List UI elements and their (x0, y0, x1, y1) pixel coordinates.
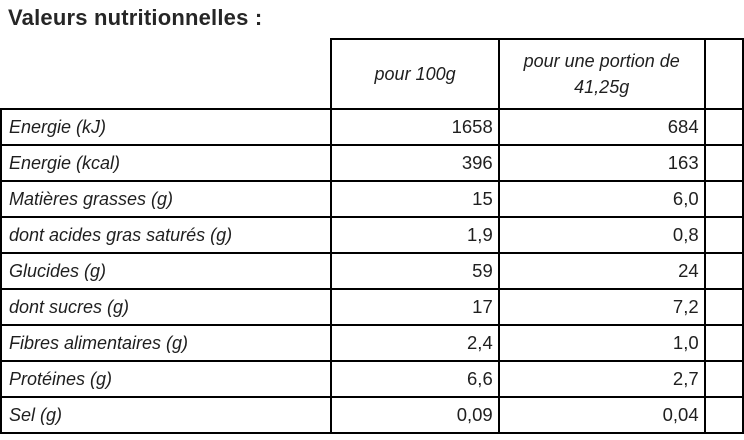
table-row-energie-kj: Energie (kJ) 1658 684 (0, 108, 744, 146)
row-label: Energie (kJ) (0, 108, 333, 146)
value-per-100g: 6,6 (330, 360, 500, 398)
column-header-per-portion: pour une portion de 41,25g (497, 38, 706, 110)
value-per-100g: 396 (330, 144, 500, 182)
row-label: Glucides (g) (0, 252, 333, 290)
nutrition-table: pour 100g pour une portion de 41,25g Ene… (0, 38, 744, 434)
value-per-100g: 0,09 (330, 396, 500, 434)
table-row-fibres: Fibres alimentaires (g) 2,4 1,0 (0, 324, 744, 362)
cutoff-cell (703, 216, 744, 254)
value-per-100g: 2,4 (330, 324, 500, 362)
row-label: Sel (g) (0, 396, 333, 434)
row-label: Matières grasses (g) (0, 180, 333, 218)
value-per-portion: 6,0 (497, 180, 706, 218)
cutoff-cell (703, 108, 744, 146)
value-per-portion: 24 (497, 252, 706, 290)
table-row-matieres-grasses: Matières grasses (g) 15 6,0 (0, 180, 744, 218)
row-label: Energie (kcal) (0, 144, 333, 182)
row-label: dont sucres (g) (0, 288, 333, 326)
value-per-portion: 0,8 (497, 216, 706, 254)
table-row-sucres: dont sucres (g) 17 7,2 (0, 288, 744, 326)
table-row-glucides: Glucides (g) 59 24 (0, 252, 744, 290)
value-per-100g: 15 (330, 180, 500, 218)
value-per-portion: 163 (497, 144, 706, 182)
corner-empty-cell (1, 39, 332, 109)
value-per-portion: 2,7 (497, 360, 706, 398)
cutoff-cell (703, 252, 744, 290)
table-header-row: pour 100g pour une portion de 41,25g (1, 38, 744, 110)
value-per-100g: 59 (330, 252, 500, 290)
table-row-sel: Sel (g) 0,09 0,04 (0, 396, 744, 434)
row-label: dont acides gras saturés (g) (0, 216, 333, 254)
cutoff-cell (703, 288, 744, 326)
table-row-proteines: Protéines (g) 6,6 2,7 (0, 360, 744, 398)
table-row-energie-kcal: Energie (kcal) 396 163 (0, 144, 744, 182)
cutoff-cell (703, 324, 744, 362)
value-per-portion: 684 (497, 108, 706, 146)
cutoff-cell (703, 144, 744, 182)
value-per-100g: 1658 (330, 108, 500, 146)
row-label: Fibres alimentaires (g) (0, 324, 333, 362)
cutoff-cell (703, 180, 744, 218)
table-row-acides-gras-satures: dont acides gras saturés (g) 1,9 0,8 (0, 216, 744, 254)
page-title: Valeurs nutritionnelles : (8, 5, 263, 30)
cutoff-cell (703, 360, 744, 398)
column-header-cutoff (703, 38, 744, 110)
value-per-100g: 1,9 (330, 216, 500, 254)
value-per-portion: 1,0 (497, 324, 706, 362)
value-per-portion: 7,2 (497, 288, 706, 326)
value-per-portion: 0,04 (497, 396, 706, 434)
cutoff-cell (703, 396, 744, 434)
row-label: Protéines (g) (0, 360, 333, 398)
value-per-100g: 17 (330, 288, 500, 326)
column-header-per-100g: pour 100g (330, 38, 500, 110)
